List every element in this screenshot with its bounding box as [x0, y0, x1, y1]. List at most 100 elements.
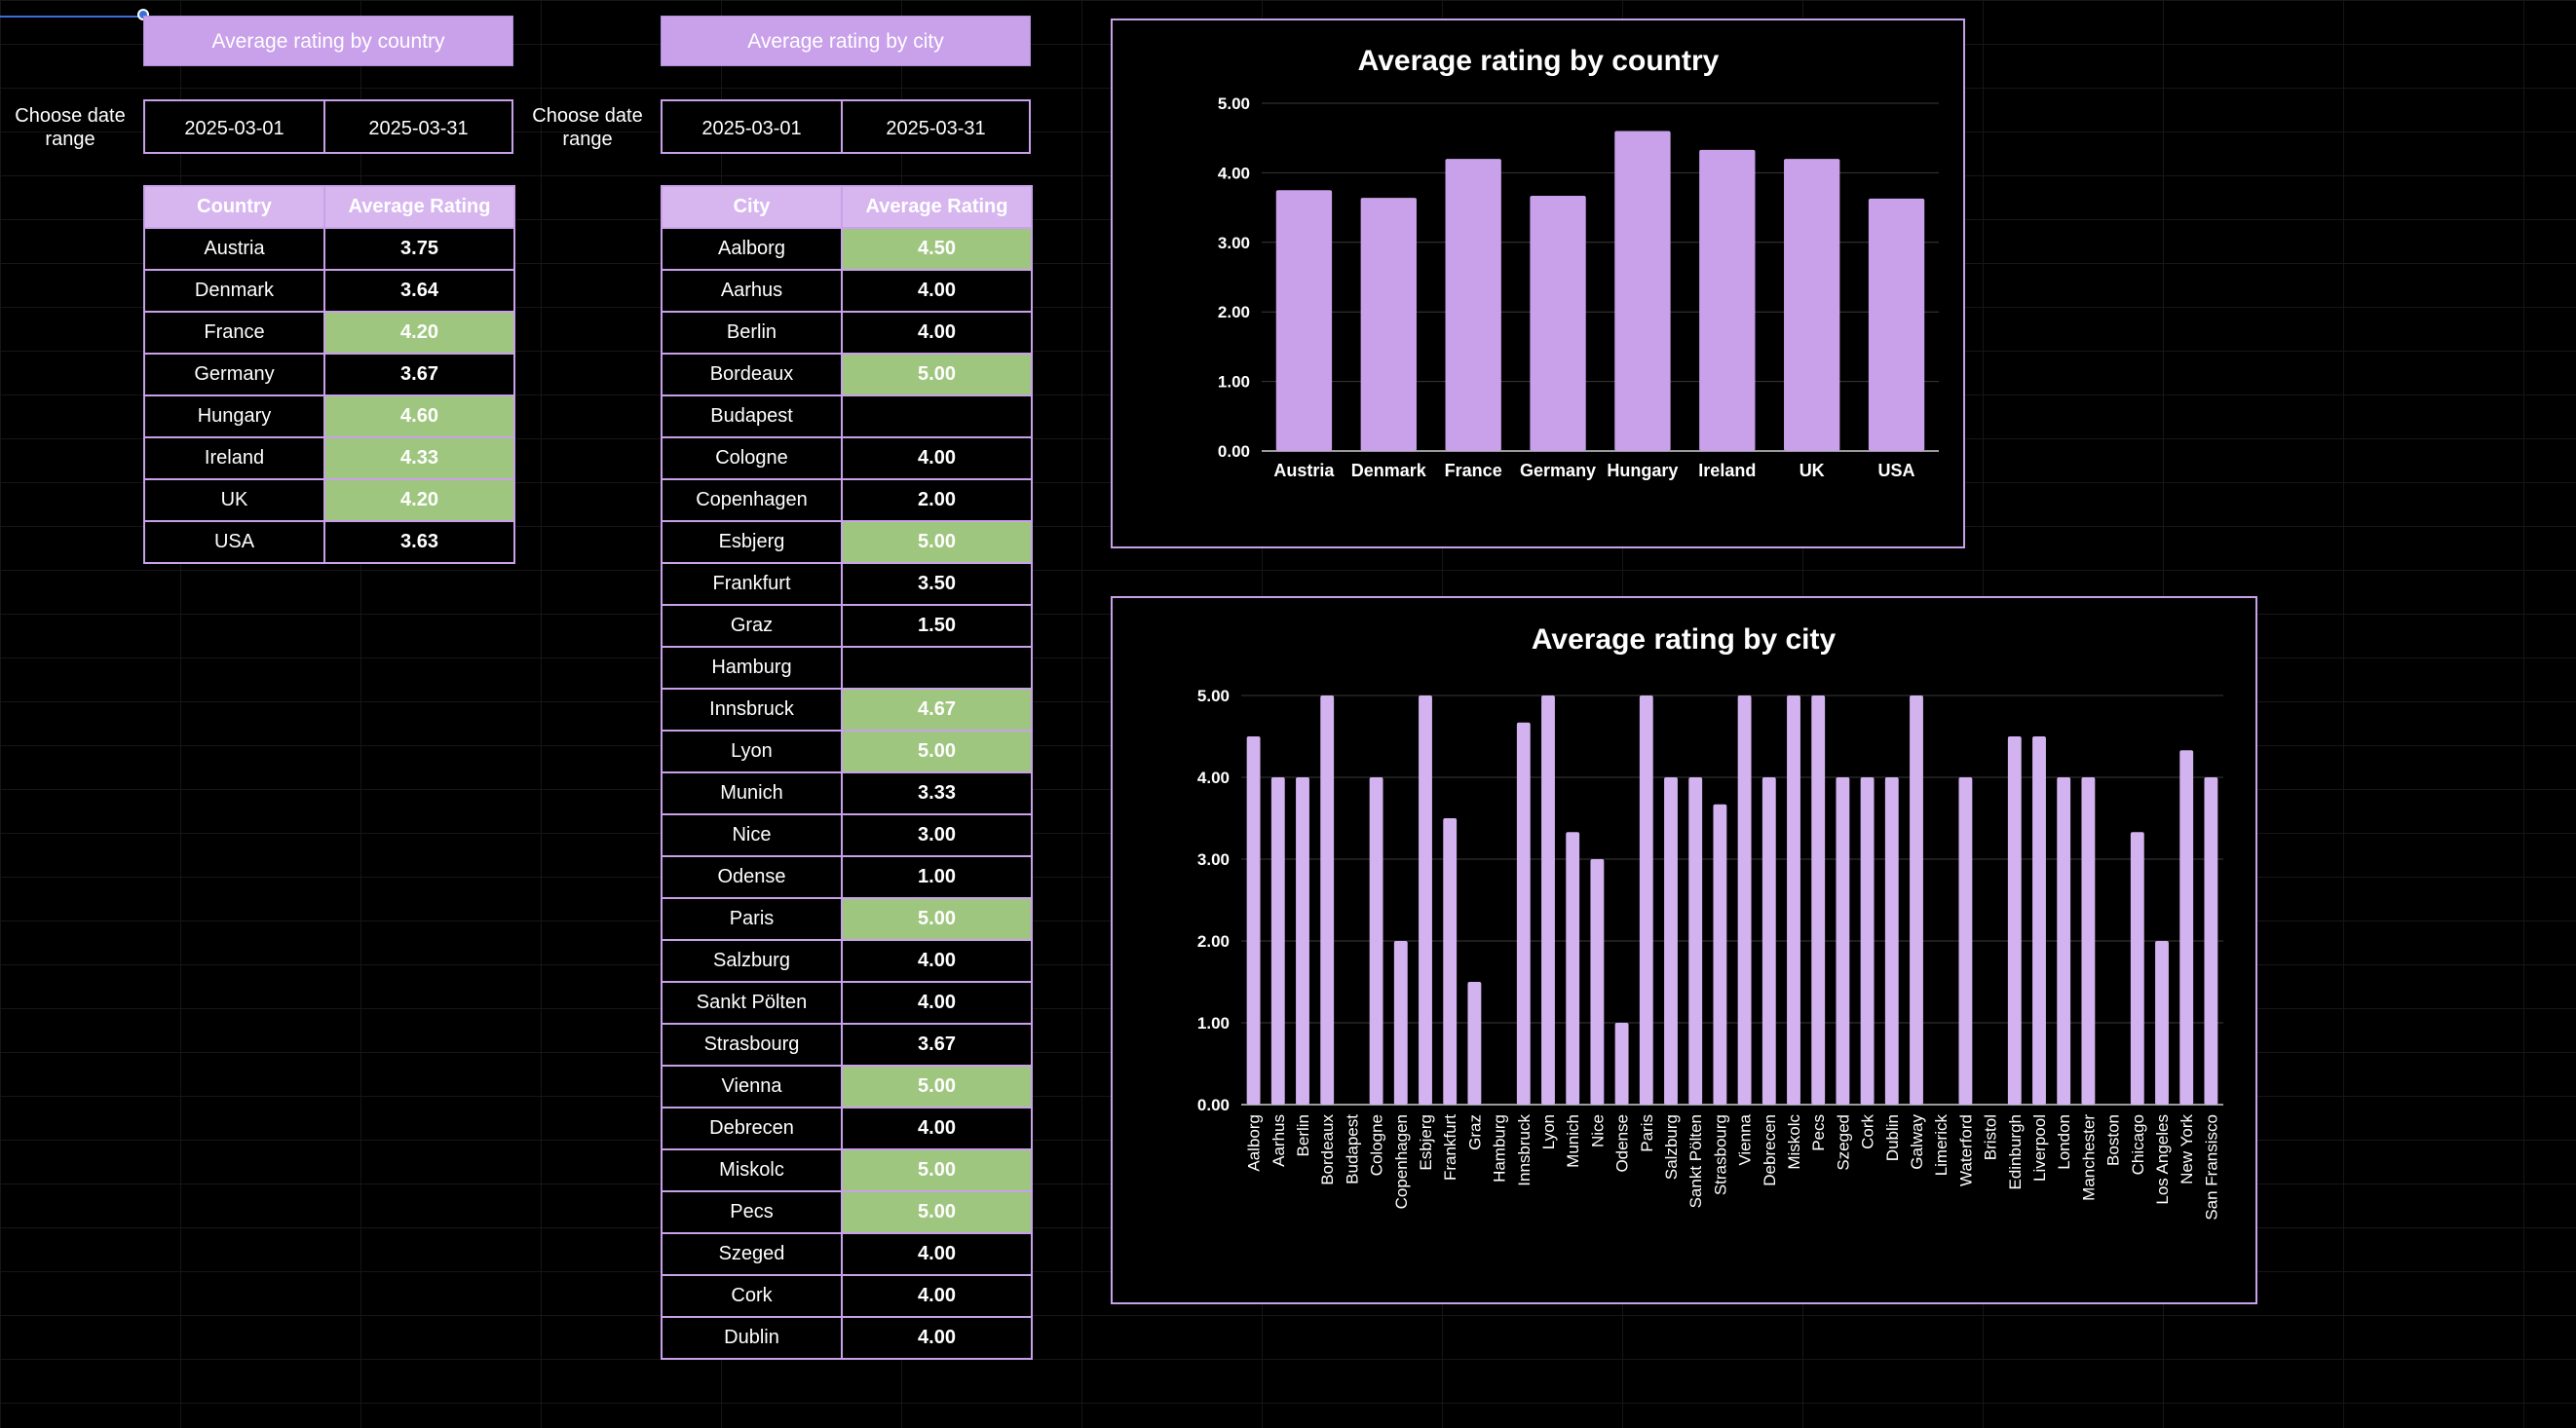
- table-row[interactable]: Dublin 4.00: [661, 1316, 1033, 1360]
- country-start-date-field[interactable]: 2025-03-01: [143, 99, 325, 154]
- rating-value-cell[interactable]: 3.64: [323, 269, 515, 313]
- country-name-cell[interactable]: France: [143, 311, 325, 355]
- rating-value-cell[interactable]: 3.33: [841, 771, 1033, 815]
- city-name-cell[interactable]: Frankfurt: [661, 562, 843, 606]
- table-row[interactable]: Innsbruck 4.67: [661, 688, 1033, 732]
- country-name-cell[interactable]: Ireland: [143, 436, 325, 480]
- city-column-header[interactable]: City: [661, 185, 843, 229]
- rating-value-cell[interactable]: 4.00: [841, 269, 1033, 313]
- rating-value-cell[interactable]: 3.63: [323, 520, 515, 564]
- city-name-cell[interactable]: Sankt Pölten: [661, 981, 843, 1025]
- country-name-cell[interactable]: USA: [143, 520, 325, 564]
- country-name-cell[interactable]: Germany: [143, 353, 325, 396]
- country-name-cell[interactable]: Austria: [143, 227, 325, 271]
- table-row[interactable]: UK 4.20: [143, 478, 515, 522]
- city-name-cell[interactable]: Dublin: [661, 1316, 843, 1360]
- table-row[interactable]: Odense 1.00: [661, 855, 1033, 899]
- average-rating-column-header[interactable]: Average Rating: [323, 185, 515, 229]
- table-row[interactable]: Aarhus 4.00: [661, 269, 1033, 313]
- city-name-cell[interactable]: Miskolc: [661, 1148, 843, 1192]
- table-row[interactable]: Berlin 4.00: [661, 311, 1033, 355]
- city-name-cell[interactable]: Aalborg: [661, 227, 843, 271]
- country-name-cell[interactable]: UK: [143, 478, 325, 522]
- rating-value-cell[interactable]: 4.00: [841, 436, 1033, 480]
- table-row[interactable]: Szeged 4.00: [661, 1232, 1033, 1276]
- rating-value-cell[interactable]: 5.00: [841, 520, 1033, 564]
- city-name-cell[interactable]: Debrecen: [661, 1107, 843, 1150]
- rating-value-cell[interactable]: [841, 395, 1033, 438]
- rating-value-cell[interactable]: 5.00: [841, 1065, 1033, 1109]
- rating-value-cell[interactable]: 2.00: [841, 478, 1033, 522]
- rating-value-cell[interactable]: 1.50: [841, 604, 1033, 648]
- rating-value-cell[interactable]: 5.00: [841, 897, 1033, 941]
- table-row[interactable]: Cork 4.00: [661, 1274, 1033, 1318]
- city-name-cell[interactable]: Szeged: [661, 1232, 843, 1276]
- table-row[interactable]: Sankt Pölten 4.00: [661, 981, 1033, 1025]
- table-row[interactable]: Debrecen 4.00: [661, 1107, 1033, 1150]
- city-name-cell[interactable]: Hamburg: [661, 646, 843, 690]
- table-row[interactable]: Lyon 5.00: [661, 730, 1033, 773]
- rating-value-cell[interactable]: 3.00: [841, 813, 1033, 857]
- rating-value-cell[interactable]: 4.00: [841, 1274, 1033, 1318]
- country-name-cell[interactable]: Denmark: [143, 269, 325, 313]
- city-name-cell[interactable]: Aarhus: [661, 269, 843, 313]
- city-name-cell[interactable]: Strasbourg: [661, 1023, 843, 1067]
- rating-value-cell[interactable]: 4.00: [841, 939, 1033, 983]
- city-name-cell[interactable]: Cork: [661, 1274, 843, 1318]
- rating-value-cell[interactable]: 4.00: [841, 1107, 1033, 1150]
- city-name-cell[interactable]: Graz: [661, 604, 843, 648]
- rating-value-cell[interactable]: 4.67: [841, 688, 1033, 732]
- city-name-cell[interactable]: Bordeaux: [661, 353, 843, 396]
- table-row[interactable]: Ireland 4.33: [143, 436, 515, 480]
- table-row[interactable]: Vienna 5.00: [661, 1065, 1033, 1109]
- rating-value-cell[interactable]: 5.00: [841, 730, 1033, 773]
- table-row[interactable]: Miskolc 5.00: [661, 1148, 1033, 1192]
- city-name-cell[interactable]: Innsbruck: [661, 688, 843, 732]
- city-name-cell[interactable]: Pecs: [661, 1190, 843, 1234]
- rating-value-cell[interactable]: 1.00: [841, 855, 1033, 899]
- city-name-cell[interactable]: Odense: [661, 855, 843, 899]
- table-row[interactable]: Budapest: [661, 395, 1033, 438]
- country-column-header[interactable]: Country: [143, 185, 325, 229]
- city-name-cell[interactable]: Vienna: [661, 1065, 843, 1109]
- average-rating-column-header[interactable]: Average Rating: [841, 185, 1033, 229]
- rating-value-cell[interactable]: 4.20: [323, 311, 515, 355]
- table-row[interactable]: Hamburg: [661, 646, 1033, 690]
- table-row[interactable]: Esbjerg 5.00: [661, 520, 1033, 564]
- rating-value-cell[interactable]: [841, 646, 1033, 690]
- city-name-cell[interactable]: Cologne: [661, 436, 843, 480]
- city-start-date-field[interactable]: 2025-03-01: [661, 99, 843, 154]
- table-row[interactable]: Strasbourg 3.67: [661, 1023, 1033, 1067]
- rating-value-cell[interactable]: 4.00: [841, 981, 1033, 1025]
- table-row[interactable]: Copenhagen 2.00: [661, 478, 1033, 522]
- rating-value-cell[interactable]: 4.50: [841, 227, 1033, 271]
- city-name-cell[interactable]: Lyon: [661, 730, 843, 773]
- rating-value-cell[interactable]: 4.00: [841, 1232, 1033, 1276]
- rating-value-cell[interactable]: 3.67: [841, 1023, 1033, 1067]
- country-chart-panel[interactable]: Average rating by country 0.00 1.00 2.00 3.0…: [1111, 19, 1965, 548]
- table-row[interactable]: Aalborg 4.50: [661, 227, 1033, 271]
- city-name-cell[interactable]: Budapest: [661, 395, 843, 438]
- country-rating-button[interactable]: Average rating by country: [143, 16, 513, 66]
- rating-value-cell[interactable]: 4.00: [841, 311, 1033, 355]
- city-name-cell[interactable]: Copenhagen: [661, 478, 843, 522]
- country-end-date-field[interactable]: 2025-03-31: [323, 99, 513, 154]
- table-row[interactable]: Paris 5.00: [661, 897, 1033, 941]
- table-row[interactable]: USA 3.63: [143, 520, 515, 564]
- rating-value-cell[interactable]: 5.00: [841, 353, 1033, 396]
- city-name-cell[interactable]: Paris: [661, 897, 843, 941]
- table-row[interactable]: Germany 3.67: [143, 353, 515, 396]
- rating-value-cell[interactable]: 5.00: [841, 1148, 1033, 1192]
- city-name-cell[interactable]: Berlin: [661, 311, 843, 355]
- table-row[interactable]: Denmark 3.64: [143, 269, 515, 313]
- rating-value-cell[interactable]: 5.00: [841, 1190, 1033, 1234]
- table-row[interactable]: Salzburg 4.00: [661, 939, 1033, 983]
- table-row[interactable]: Pecs 5.00: [661, 1190, 1033, 1234]
- table-row[interactable]: Hungary 4.60: [143, 395, 515, 438]
- rating-value-cell[interactable]: 4.00: [841, 1316, 1033, 1360]
- rating-value-cell[interactable]: 3.50: [841, 562, 1033, 606]
- table-row[interactable]: France 4.20: [143, 311, 515, 355]
- rating-value-cell[interactable]: 4.60: [323, 395, 515, 438]
- city-name-cell[interactable]: Munich: [661, 771, 843, 815]
- country-name-cell[interactable]: Hungary: [143, 395, 325, 438]
